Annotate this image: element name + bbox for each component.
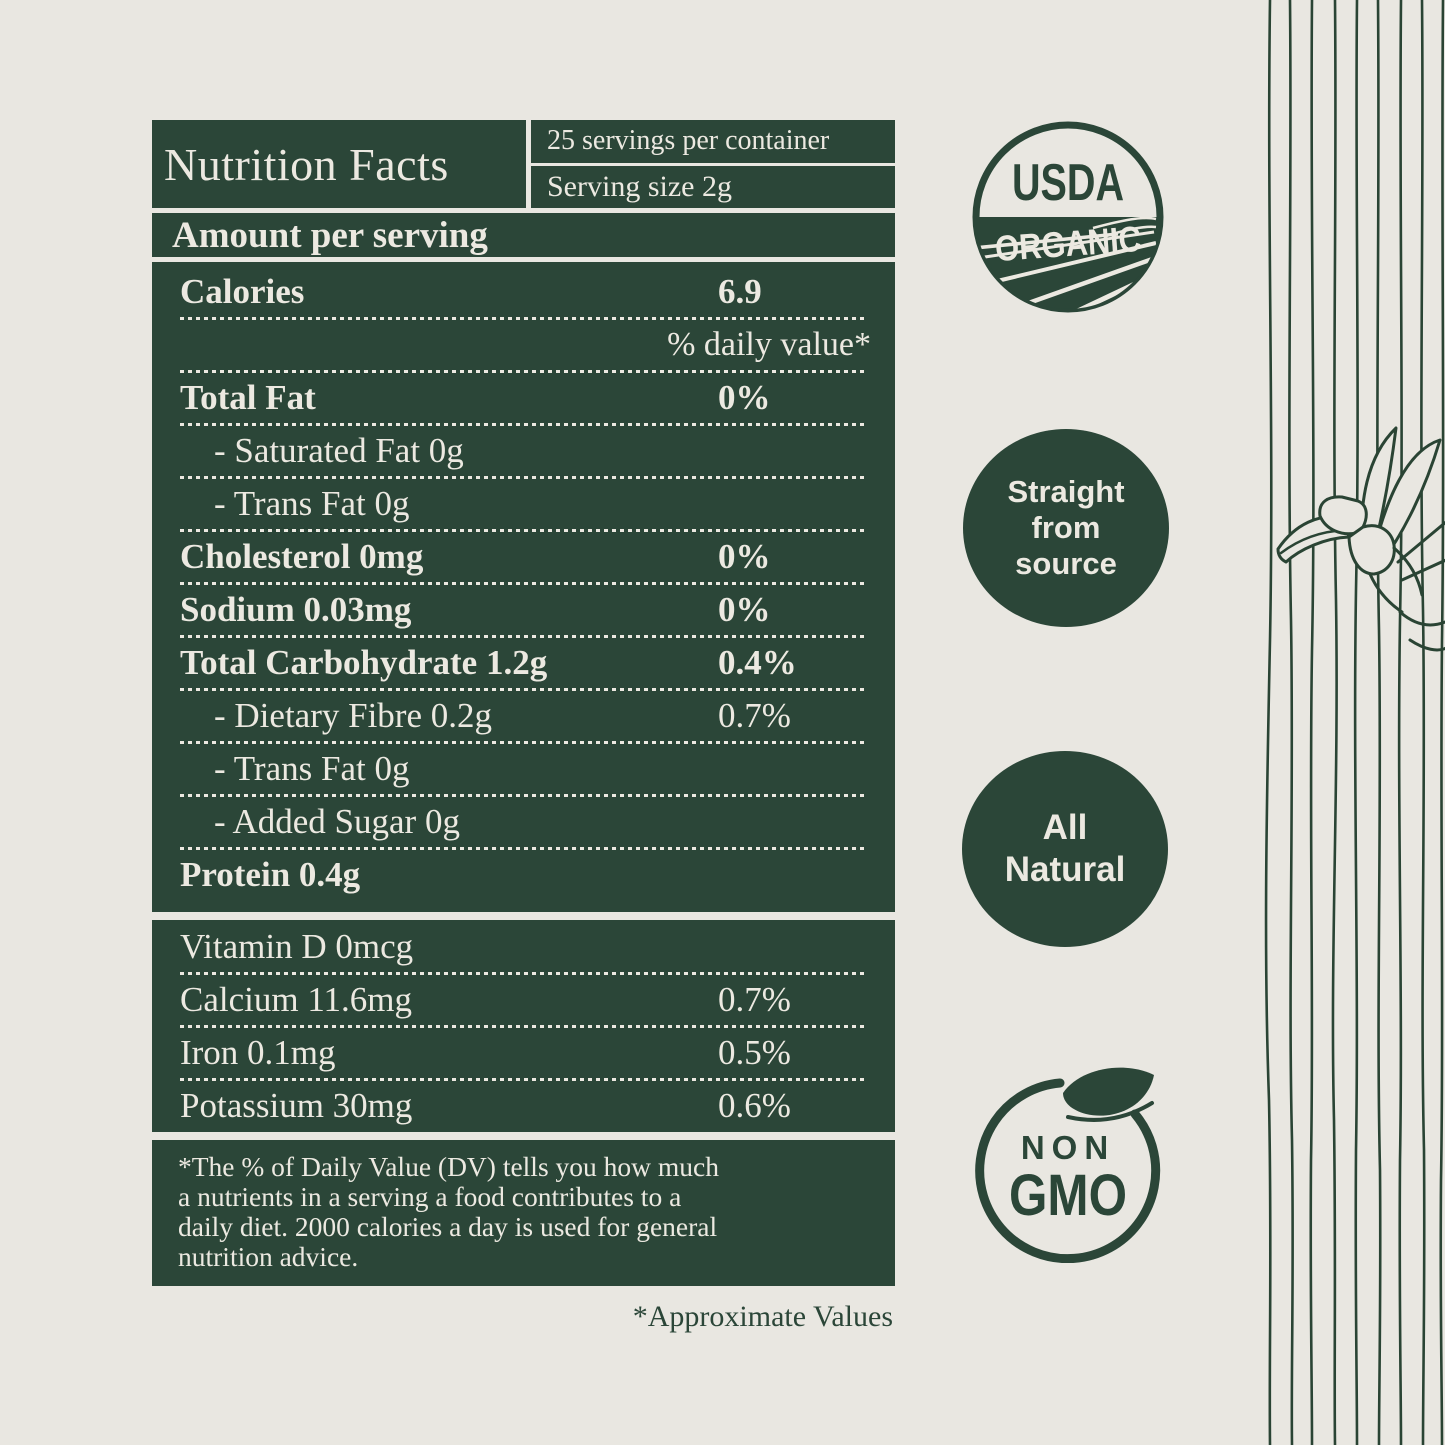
nutrient-value: 0% bbox=[718, 378, 771, 417]
badge-line: All bbox=[1042, 808, 1088, 847]
usda-text: USDA bbox=[1012, 154, 1124, 212]
serving-size: Serving size 2g bbox=[547, 169, 732, 203]
amount-per-serving: Amount per serving bbox=[152, 213, 895, 257]
dotted-divider bbox=[180, 972, 865, 975]
calories-value: 6.9 bbox=[718, 272, 762, 311]
nutrient-value: 0.7% bbox=[718, 980, 791, 1019]
hornbill-line-art bbox=[1276, 426, 1445, 652]
nutrition-row: Protein 0.4g bbox=[152, 850, 895, 900]
dotted-divider bbox=[180, 370, 865, 373]
servings-per-container: 25 servings per container bbox=[531, 120, 895, 166]
nutrient-value: 0.7% bbox=[718, 696, 791, 735]
calories-row: Calories 6.9 bbox=[152, 267, 895, 317]
nutrient-label: Iron 0.1mg bbox=[180, 1033, 336, 1072]
dotted-divider bbox=[180, 741, 865, 744]
footnote-line: daily diet. 2000 calories a day is used … bbox=[178, 1211, 718, 1242]
nutrient-value: 0% bbox=[718, 590, 771, 629]
vitamin-rows: Vitamin D 0mcg Calcium 11.6mg 0.7% Iron 0.1… bbox=[152, 922, 895, 1131]
nutrient-label: Total Fat bbox=[180, 378, 316, 417]
nutrition-row: - Added Sugar 0g bbox=[152, 797, 895, 847]
badge-line: from bbox=[1031, 510, 1101, 545]
nutrition-row: Iron 0.1mg 0.5% bbox=[152, 1028, 895, 1078]
daily-value-footnote: *The % of Daily Value (DV) tells you how… bbox=[152, 1140, 895, 1286]
nutrient-label: - Added Sugar 0g bbox=[214, 802, 460, 841]
nutrient-label: Total Carbohydrate 1.2g bbox=[180, 643, 548, 682]
nutrient-label: Cholesterol 0mg bbox=[180, 537, 424, 576]
nutrient-label: Potassium 30mg bbox=[180, 1086, 413, 1125]
nutrient-label: - Saturated Fat 0g bbox=[214, 431, 464, 470]
calories-label: Calories bbox=[180, 272, 305, 311]
nutrient-label: - Trans Fat 0g bbox=[214, 749, 410, 788]
nutrient-label: Protein 0.4g bbox=[180, 855, 361, 894]
leaf-icon bbox=[1063, 1067, 1154, 1116]
nutrient-label: - Trans Fat 0g bbox=[214, 484, 410, 523]
gmo-text: GMO bbox=[1009, 1163, 1127, 1228]
vitamins-box: Vitamin D 0mcg Calcium 11.6mg 0.7% Iron 0.1… bbox=[152, 920, 895, 1132]
non-gmo-badge: NON GMO bbox=[968, 1063, 1168, 1268]
badge-line: Natural bbox=[1004, 850, 1126, 889]
nutrition-row: - Trans Fat 0g bbox=[152, 479, 895, 529]
dotted-divider bbox=[180, 688, 865, 691]
badge-line: source bbox=[1015, 546, 1117, 581]
daily-value-header: % daily value* bbox=[667, 326, 871, 363]
dotted-divider bbox=[180, 794, 865, 797]
nutrient-label: Vitamin D 0mcg bbox=[180, 927, 414, 966]
nutrition-row: Sodium 0.03mg 0% bbox=[152, 585, 895, 635]
nutrients-box: Calories 6.9 % daily value* Total Fat 0% -… bbox=[152, 262, 895, 912]
bamboo-line-art bbox=[1264, 0, 1445, 1445]
nutrient-label: Sodium 0.03mg bbox=[180, 590, 412, 629]
straight-from-source-badge: Straight from source bbox=[963, 429, 1169, 627]
nutrient-value: 0% bbox=[718, 537, 771, 576]
footnote-line: *The % of Daily Value (DV) tells you how… bbox=[178, 1151, 719, 1182]
nutrition-row: Total Carbohydrate 1.2g 0.4% bbox=[152, 638, 895, 688]
dotted-divider bbox=[180, 635, 865, 638]
nutrient-value: 0.5% bbox=[718, 1033, 791, 1072]
nutrition-row: - Trans Fat 0g bbox=[152, 744, 895, 794]
nutrition-row: Vitamin D 0mcg bbox=[152, 922, 895, 972]
dotted-divider bbox=[180, 529, 865, 532]
badge-line: Straight bbox=[1007, 474, 1125, 509]
panel-header: Nutrition Facts 25 servings per containe… bbox=[152, 120, 895, 208]
dotted-divider bbox=[180, 1025, 865, 1028]
dotted-divider bbox=[180, 423, 865, 426]
nutrition-row: Calcium 11.6mg 0.7% bbox=[152, 975, 895, 1025]
serving-info: 25 servings per container Serving size 2… bbox=[531, 120, 895, 208]
usda-organic-icon: USDA ORGANIC bbox=[972, 121, 1164, 313]
dotted-divider bbox=[180, 582, 865, 585]
dotted-divider bbox=[180, 317, 865, 320]
panel-title: Nutrition Facts bbox=[164, 138, 449, 190]
footnote-line: a nutrients in a serving a food contribu… bbox=[178, 1181, 682, 1212]
nutrition-row: Cholesterol 0mg 0% bbox=[152, 532, 895, 582]
all-natural-badge: All Natural bbox=[962, 751, 1168, 947]
nutrient-value: 0.6% bbox=[718, 1086, 791, 1125]
nutrition-row: - Dietary Fibre 0.2g 0.7% bbox=[152, 691, 895, 741]
nutrient-rows: Total Fat 0% - Saturated Fat 0g - Trans Fat… bbox=[152, 373, 895, 900]
nutrient-value: 0.4% bbox=[718, 643, 797, 682]
approximate-values-note: *Approximate Values bbox=[632, 1300, 893, 1333]
usda-organic-badge: USDA ORGANIC bbox=[968, 116, 1168, 321]
nutrient-label: - Dietary Fibre 0.2g bbox=[214, 696, 492, 735]
dotted-divider bbox=[180, 847, 865, 850]
footnote-line: nutrition advice. bbox=[178, 1241, 359, 1272]
nutrient-label: Calcium 11.6mg bbox=[180, 980, 413, 1019]
header-divider bbox=[526, 120, 531, 208]
nutrition-row: Potassium 30mg 0.6% bbox=[152, 1081, 895, 1131]
nutrition-row: Total Fat 0% bbox=[152, 373, 895, 423]
non-gmo-icon: NON GMO bbox=[975, 1067, 1161, 1264]
dotted-divider bbox=[180, 476, 865, 479]
non-text: NON bbox=[1021, 1129, 1115, 1166]
dotted-divider bbox=[180, 1078, 865, 1081]
nutrition-facts-panel: Nutrition Facts 25 servings per containe… bbox=[152, 120, 895, 1334]
nutrition-row: - Saturated Fat 0g bbox=[152, 426, 895, 476]
